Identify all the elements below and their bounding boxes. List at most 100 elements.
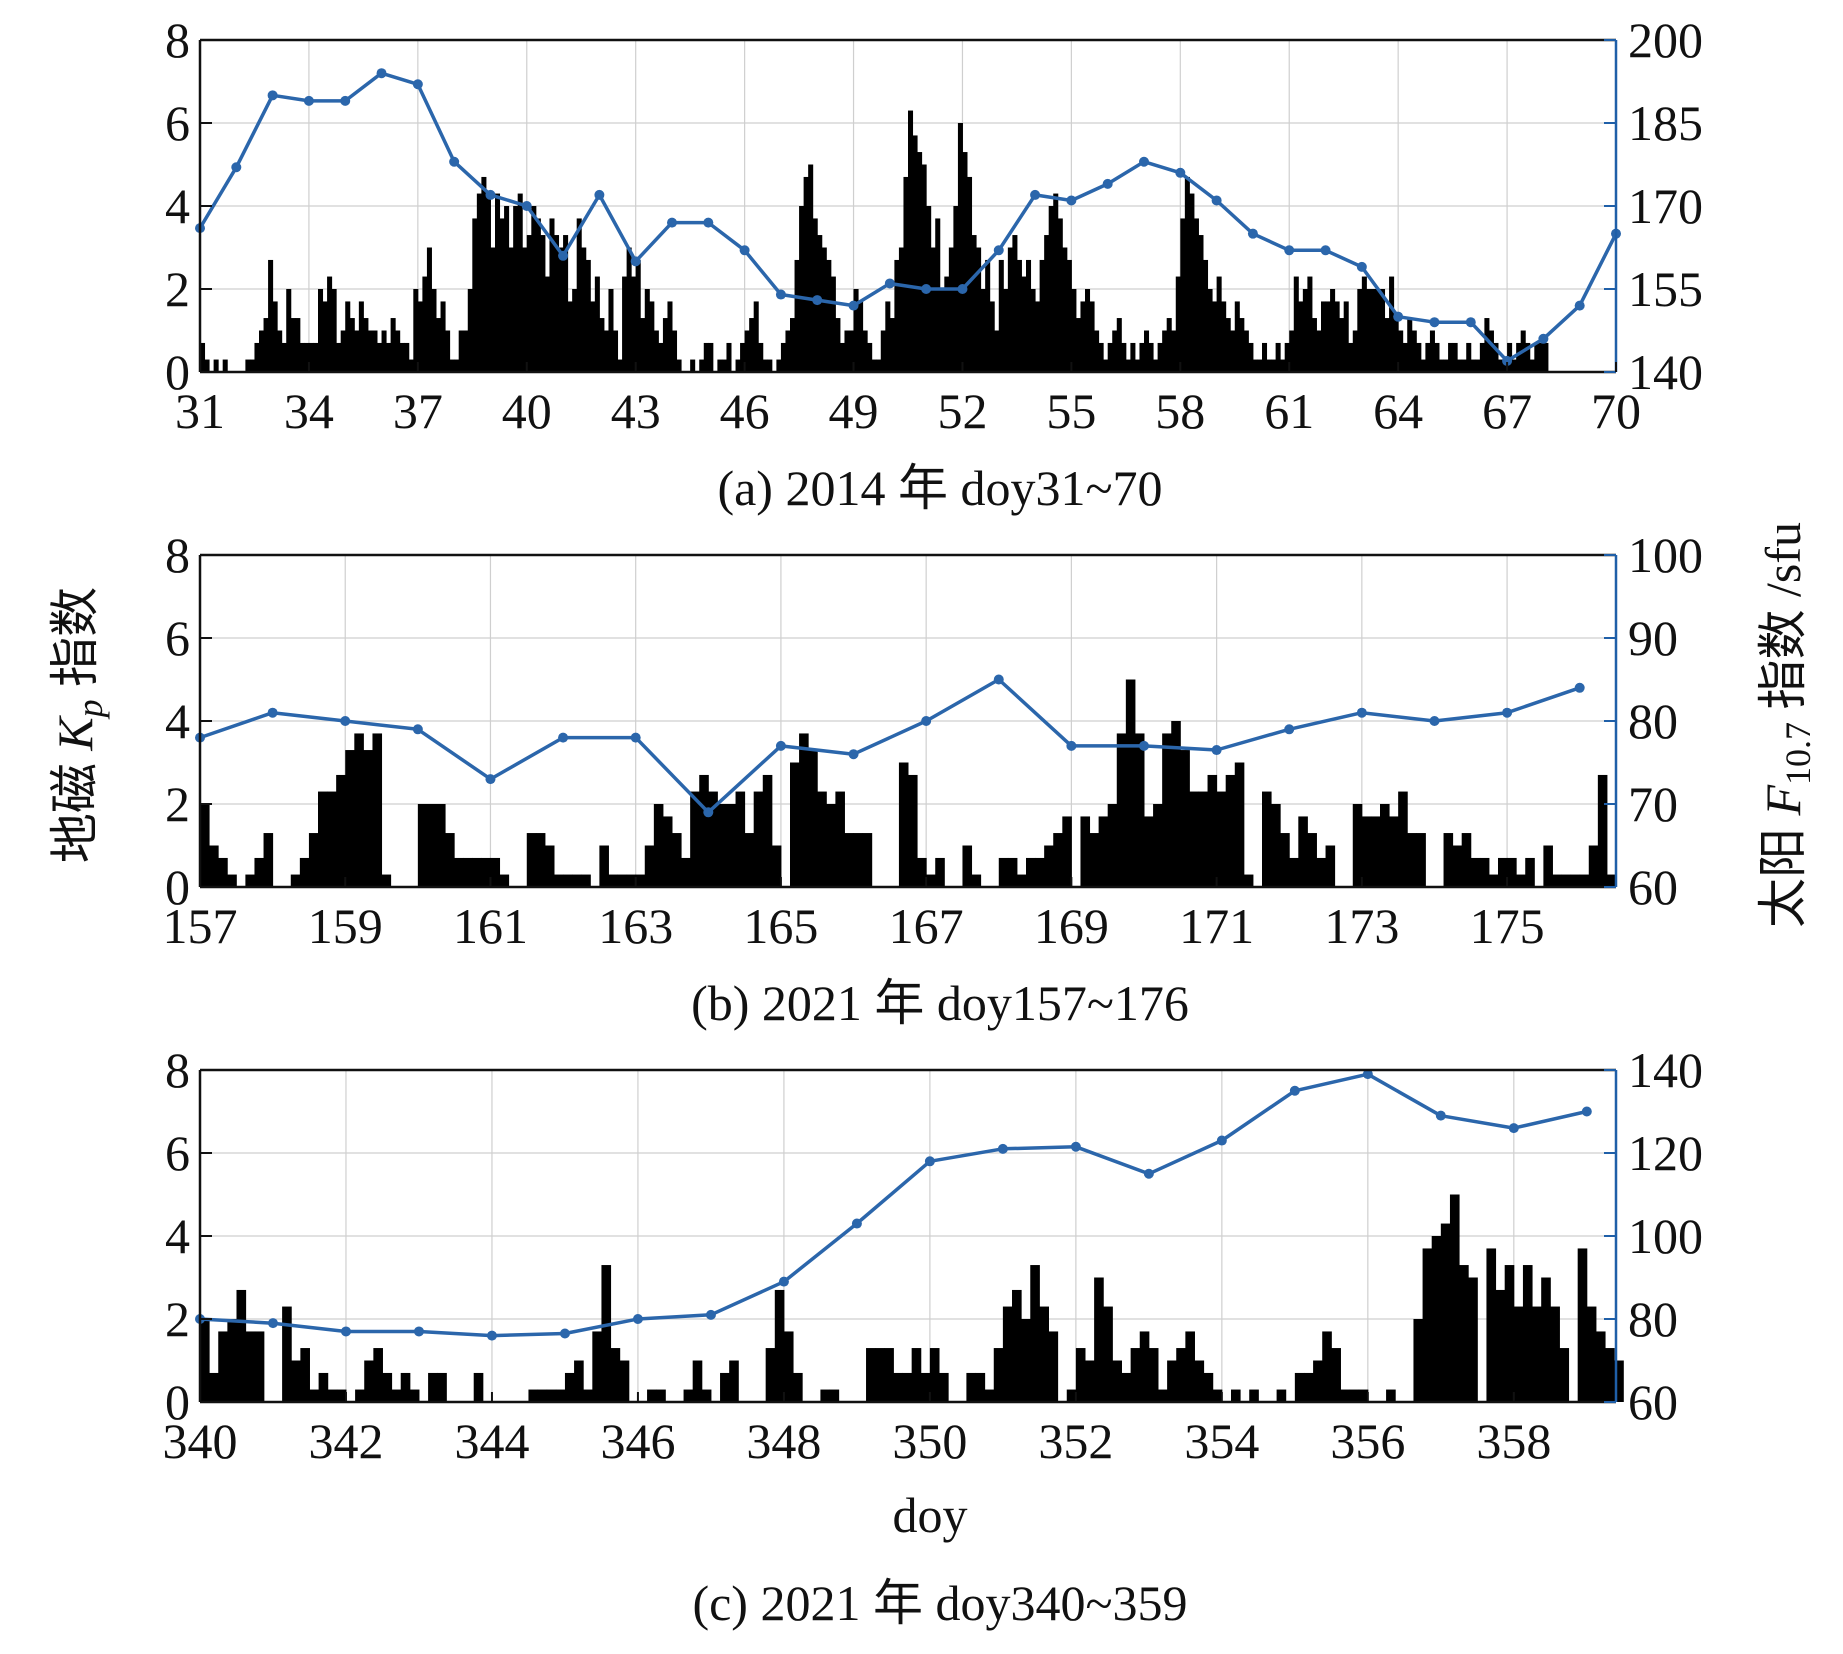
kp-bar [1411,330,1417,372]
kp-bar [581,874,591,887]
kp-bar [681,857,691,887]
kp-bar [1130,1348,1141,1402]
f107-tick-label: 90 [1628,610,1678,666]
kp-bar [445,833,455,887]
f107-point [1581,1106,1592,1117]
kp-bar [1012,1289,1022,1402]
kp-bar [1039,1306,1050,1402]
kp-tick-label: 6 [165,1125,190,1181]
kp-bar [929,1348,940,1402]
kp-bar [467,289,473,372]
kp-bar [209,1372,219,1402]
kp-bar [1307,833,1317,887]
f107-point [993,674,1004,685]
kp-bar [1452,342,1458,372]
f107-point [1393,311,1404,322]
kp-bar [313,342,319,372]
kp-bar [1294,1372,1305,1402]
f107-point [921,284,932,294]
kp-bar [1579,874,1590,887]
kp-bar [1007,247,1013,372]
kp-bar [209,845,219,887]
kp-bar [1370,816,1381,887]
f107-tick-label: 120 [1628,1125,1703,1181]
kp-bar [544,845,555,887]
kp-bar [610,1348,621,1402]
kp-bar [428,1372,438,1402]
kp-bar [327,1389,338,1402]
kp-bar [1525,342,1531,372]
kp-bar [948,247,954,372]
kp-bar [336,1389,347,1402]
kp-bar [765,1348,776,1402]
kp-tick-label: 2 [165,261,190,317]
f107-tick-label: 100 [1628,527,1703,583]
kp-bar [635,259,641,372]
kp-bar [1470,857,1481,887]
kp-bar [785,330,791,372]
kp-bar [1098,342,1104,372]
kp-bar [672,833,682,887]
kp-bar [263,318,269,372]
kp-bar [993,1348,1004,1402]
kp-bar [1597,774,1608,887]
kp-bar [1007,857,1018,887]
kp-bar [1606,874,1617,887]
kp-bar [300,1348,310,1402]
kp-bar [844,330,850,372]
kp-bar [1212,1389,1223,1402]
kp-bar [417,301,423,372]
kp-bar [1586,1306,1597,1402]
kp-bar [495,193,501,372]
f107-point [1429,716,1440,726]
kp-bar [554,235,560,372]
kp-bar [549,218,555,372]
kp-bar [699,359,705,372]
kp-bar [667,301,673,372]
kp-bar [1384,318,1390,372]
kp-bar [939,1372,949,1402]
kp-bar [794,259,800,372]
kp-bar [975,1372,986,1402]
kp-bar [726,342,732,372]
kp-bar [472,857,482,887]
kp-bar [585,259,591,372]
kp-bar [1470,359,1476,372]
kp-bar [490,857,501,887]
kp-bar [744,833,755,887]
kp-bar [345,301,351,372]
kp-bar [1162,330,1168,372]
kp-bar [290,318,296,372]
kp-bar [426,247,432,372]
kp-bar [1488,874,1499,887]
kp-bar [1348,342,1354,372]
kp-bar [1552,874,1563,887]
kp-bar [1085,1360,1095,1402]
kp-bar [422,276,428,372]
kp-bar [1252,359,1258,372]
kp-bar [1516,874,1526,887]
kp-bar [1066,1389,1077,1402]
x-tick-label: 161 [453,898,528,954]
kp-bar [921,164,927,372]
kp-bar [1398,791,1408,887]
kp-bar [567,301,573,372]
kp-bar [540,235,546,372]
kp-bar [355,1389,365,1402]
f107-point [848,749,859,760]
kp-bar [1176,1348,1186,1402]
kp-bar [962,845,973,887]
f107-point [775,740,786,751]
kp-bar [391,1389,402,1402]
kp-bar [1280,359,1286,372]
kp-bar [309,1389,320,1402]
kp-bar [1289,857,1299,887]
kp-bar [1234,762,1245,887]
kp-bar [1107,804,1118,887]
kp-bar [880,330,886,372]
x-tick-label: 175 [1470,898,1545,954]
kp-bar [409,1389,420,1402]
kp-bar [1570,874,1581,887]
kp-bar [1167,1360,1177,1402]
